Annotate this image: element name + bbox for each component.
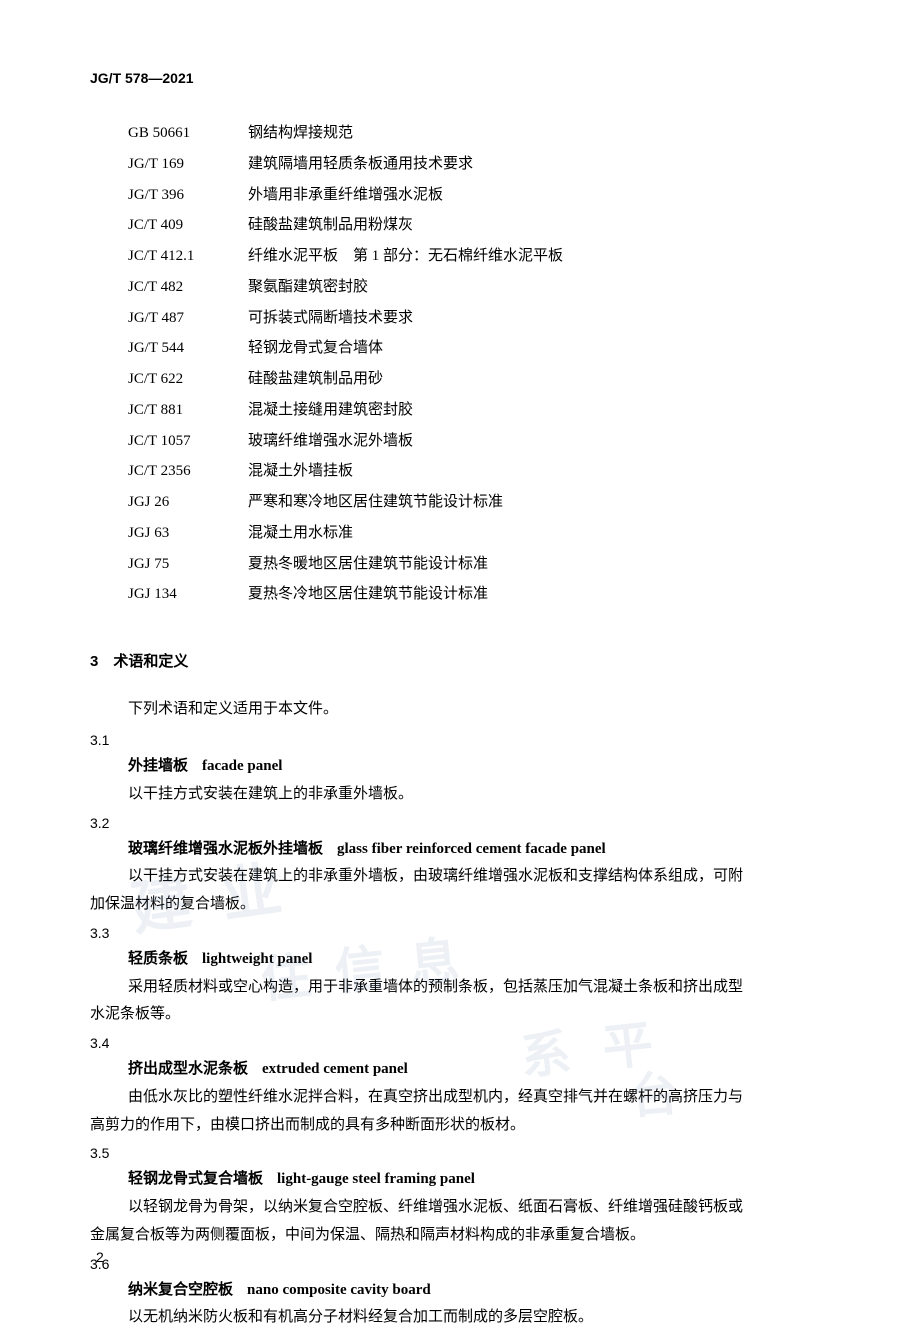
term-zh: 轻钢龙骨式复合墙板 xyxy=(128,1170,263,1187)
standard-row: JC/T 622硅酸盐建筑制品用砂 xyxy=(128,364,830,395)
term-block: 3.4 挤出成型水泥条板 extruded cement panel 由低水灰比的… xyxy=(90,1035,830,1139)
term-number: 3.3 xyxy=(90,925,830,941)
term-definition: 以干挂方式安装在建筑上的非承重外墙板，由玻璃纤维增强水泥板和支撑结构体系组成，可… xyxy=(128,863,830,891)
standard-title: 夏热冬冷地区居住建筑节能设计标准 xyxy=(248,579,830,610)
standard-title: 聚氨酯建筑密封胶 xyxy=(248,272,830,303)
standard-row: JGJ 26严寒和寒冷地区居住建筑节能设计标准 xyxy=(128,487,830,518)
standard-code: JC/T 2356 xyxy=(128,456,248,487)
term-title: 玻璃纤维增强水泥板外挂墙板 glass fiber reinforced ceme… xyxy=(128,835,830,864)
standard-title: 轻钢龙骨式复合墙体 xyxy=(248,333,830,364)
standard-code: JC/T 412.1 xyxy=(128,241,248,272)
term-title: 外挂墙板 facade panel xyxy=(128,752,830,781)
standard-title: 硅酸盐建筑制品用粉煤灰 xyxy=(248,210,830,241)
term-zh: 轻质条板 xyxy=(128,950,188,967)
standard-code: JC/T 1057 xyxy=(128,426,248,457)
standard-code: JG/T 396 xyxy=(128,180,248,211)
standard-code: JG/T 487 xyxy=(128,303,248,334)
term-title: 挤出成型水泥条板 extruded cement panel xyxy=(128,1055,830,1084)
term-definition-cont: 金属复合板等为两侧覆面板，中间为保温、隔热和隔声材料构成的非承重复合墙板。 xyxy=(90,1222,830,1250)
standard-title: 混凝土用水标准 xyxy=(248,518,830,549)
doc-header: JG/T 578—2021 xyxy=(90,70,830,86)
standard-row: JC/T 482聚氨酯建筑密封胶 xyxy=(128,272,830,303)
page-number: 2 xyxy=(96,1249,104,1265)
standard-title: 混凝土外墙挂板 xyxy=(248,456,830,487)
standard-code: JC/T 409 xyxy=(128,210,248,241)
term-title: 纳米复合空腔板 nano composite cavity board xyxy=(128,1276,830,1305)
standard-code: GB 50661 xyxy=(128,118,248,149)
standard-row: JC/T 881混凝土接缝用建筑密封胶 xyxy=(128,395,830,426)
standard-code: JGJ 134 xyxy=(128,579,248,610)
term-definition-cont: 加保温材料的复合墙板。 xyxy=(90,891,830,919)
standard-code: JGJ 75 xyxy=(128,549,248,580)
standard-row: GB 50661钢结构焊接规范 xyxy=(128,118,830,149)
term-en: extruded cement panel xyxy=(262,1061,408,1077)
standard-title: 建筑隔墙用轻质条板通用技术要求 xyxy=(248,149,830,180)
term-definition: 以无机纳米防火板和有机高分子材料经复合加工而制成的多层空腔板。 xyxy=(128,1304,830,1332)
standards-list: GB 50661钢结构焊接规范 JG/T 169建筑隔墙用轻质条板通用技术要求 … xyxy=(128,118,830,610)
term-block: 3.3 轻质条板 lightweight panel 采用轻质材料或空心构造，用于… xyxy=(90,925,830,1029)
standard-title: 可拆装式隔断墙技术要求 xyxy=(248,303,830,334)
standard-code: JG/T 169 xyxy=(128,149,248,180)
standard-title: 硅酸盐建筑制品用砂 xyxy=(248,364,830,395)
term-definition: 以轻钢龙骨为骨架，以纳米复合空腔板、纤维增强水泥板、纸面石膏板、纤维增强硅酸钙板… xyxy=(128,1194,830,1222)
standard-title: 外墙用非承重纤维增强水泥板 xyxy=(248,180,830,211)
term-zh: 纳米复合空腔板 xyxy=(128,1281,233,1298)
term-en: lightweight panel xyxy=(202,951,312,967)
term-definition-cont: 高剪力的作用下，由模口挤出而制成的具有多种断面形状的板材。 xyxy=(90,1112,830,1140)
term-number: 3.4 xyxy=(90,1035,830,1051)
term-block: 3.1 外挂墙板 facade panel 以干挂方式安装在建筑上的非承重外墙板。 xyxy=(90,732,830,809)
term-title: 轻钢龙骨式复合墙板 light-gauge steel framing panel xyxy=(128,1165,830,1194)
term-definition: 采用轻质材料或空心构造，用于非承重墙体的预制条板，包括蒸压加气混凝土条板和挤出成… xyxy=(128,974,830,1002)
term-number: 3.2 xyxy=(90,815,830,831)
standard-row: JG/T 169建筑隔墙用轻质条板通用技术要求 xyxy=(128,149,830,180)
term-title: 轻质条板 lightweight panel xyxy=(128,945,830,974)
standard-title: 混凝土接缝用建筑密封胶 xyxy=(248,395,830,426)
term-definition-cont: 水泥条板等。 xyxy=(90,1001,830,1029)
term-en: nano composite cavity board xyxy=(247,1282,431,1298)
standard-row: JC/T 412.1纤维水泥平板 第 1 部分：无石棉纤维水泥平板 xyxy=(128,241,830,272)
standard-row: JG/T 544轻钢龙骨式复合墙体 xyxy=(128,333,830,364)
standard-code: JGJ 26 xyxy=(128,487,248,518)
term-block: 3.6 纳米复合空腔板 nano composite cavity board 以… xyxy=(90,1256,830,1332)
section-3-heading: 3 术语和定义 xyxy=(90,650,830,671)
term-en: glass fiber reinforced cement facade pan… xyxy=(337,841,606,857)
standard-title: 夏热冬暖地区居住建筑节能设计标准 xyxy=(248,549,830,580)
term-zh: 挤出成型水泥条板 xyxy=(128,1060,248,1077)
section-3-intro: 下列术语和定义适用于本文件。 xyxy=(128,697,830,718)
term-definition: 由低水灰比的塑性纤维水泥拌合料，在真空挤出成型机内，经真空排气并在螺杆的高挤压力… xyxy=(128,1084,830,1112)
standard-title: 纤维水泥平板 第 1 部分：无石棉纤维水泥平板 xyxy=(248,241,830,272)
standard-title: 钢结构焊接规范 xyxy=(248,118,830,149)
term-en: facade panel xyxy=(202,758,282,774)
term-number: 3.6 xyxy=(90,1256,830,1272)
standard-row: JC/T 1057玻璃纤维增强水泥外墙板 xyxy=(128,426,830,457)
standard-row: JC/T 2356混凝土外墙挂板 xyxy=(128,456,830,487)
term-en: light-gauge steel framing panel xyxy=(277,1171,475,1187)
standard-code: JGJ 63 xyxy=(128,518,248,549)
standard-code: JC/T 482 xyxy=(128,272,248,303)
term-block: 3.2 玻璃纤维增强水泥板外挂墙板 glass fiber reinforced … xyxy=(90,815,830,919)
term-block: 3.5 轻钢龙骨式复合墙板 light-gauge steel framing p… xyxy=(90,1145,830,1249)
term-zh: 外挂墙板 xyxy=(128,757,188,774)
standard-row: JGJ 134夏热冬冷地区居住建筑节能设计标准 xyxy=(128,579,830,610)
standard-row: JG/T 487可拆装式隔断墙技术要求 xyxy=(128,303,830,334)
standard-code: JC/T 622 xyxy=(128,364,248,395)
standard-code: JG/T 544 xyxy=(128,333,248,364)
standard-title: 严寒和寒冷地区居住建筑节能设计标准 xyxy=(248,487,830,518)
standard-title: 玻璃纤维增强水泥外墙板 xyxy=(248,426,830,457)
term-number: 3.5 xyxy=(90,1145,830,1161)
standard-row: JG/T 396外墙用非承重纤维增强水泥板 xyxy=(128,180,830,211)
standard-row: JGJ 75夏热冬暖地区居住建筑节能设计标准 xyxy=(128,549,830,580)
term-definition: 以干挂方式安装在建筑上的非承重外墙板。 xyxy=(128,781,830,809)
standard-row: JGJ 63混凝土用水标准 xyxy=(128,518,830,549)
term-number: 3.1 xyxy=(90,732,830,748)
standard-code: JC/T 881 xyxy=(128,395,248,426)
standard-row: JC/T 409硅酸盐建筑制品用粉煤灰 xyxy=(128,210,830,241)
term-zh: 玻璃纤维增强水泥板外挂墙板 xyxy=(128,840,323,857)
